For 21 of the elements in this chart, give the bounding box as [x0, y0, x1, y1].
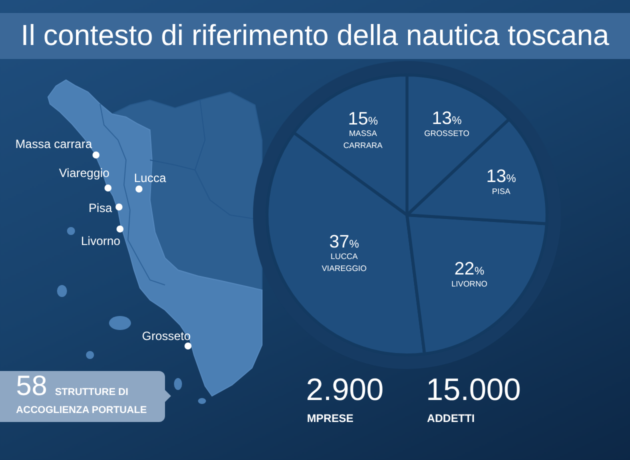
text: MPRESE [307, 413, 354, 425]
text: Pisa [88, 201, 112, 215]
slice-label: LIVORNO [451, 279, 488, 288]
text: Viareggio [59, 166, 110, 180]
data-label: 13% [432, 108, 462, 128]
text: Lucca [134, 171, 166, 185]
slice-label: MASSA CARRARA [343, 129, 384, 150]
slice-label: PISA [492, 186, 511, 196]
slice-label: GROSSETO [424, 128, 470, 138]
text: Massa carrara [15, 137, 92, 151]
data-label: 15% [348, 108, 378, 129]
text: 58 STRUTTURE DI ACCOGLIENZA PORTUALE [16, 370, 148, 418]
text: Grosseto [142, 329, 191, 343]
text: 2.900 [306, 372, 384, 408]
text: 15.000 [426, 372, 521, 408]
data-label: 13% [486, 166, 516, 186]
text: Livorno [81, 234, 120, 248]
data-label: 22% [454, 258, 484, 279]
slice-label: LUCCA VIAREGGIO [322, 252, 367, 273]
data-label: 37% [329, 231, 360, 252]
text: ADDETTI [427, 413, 475, 425]
